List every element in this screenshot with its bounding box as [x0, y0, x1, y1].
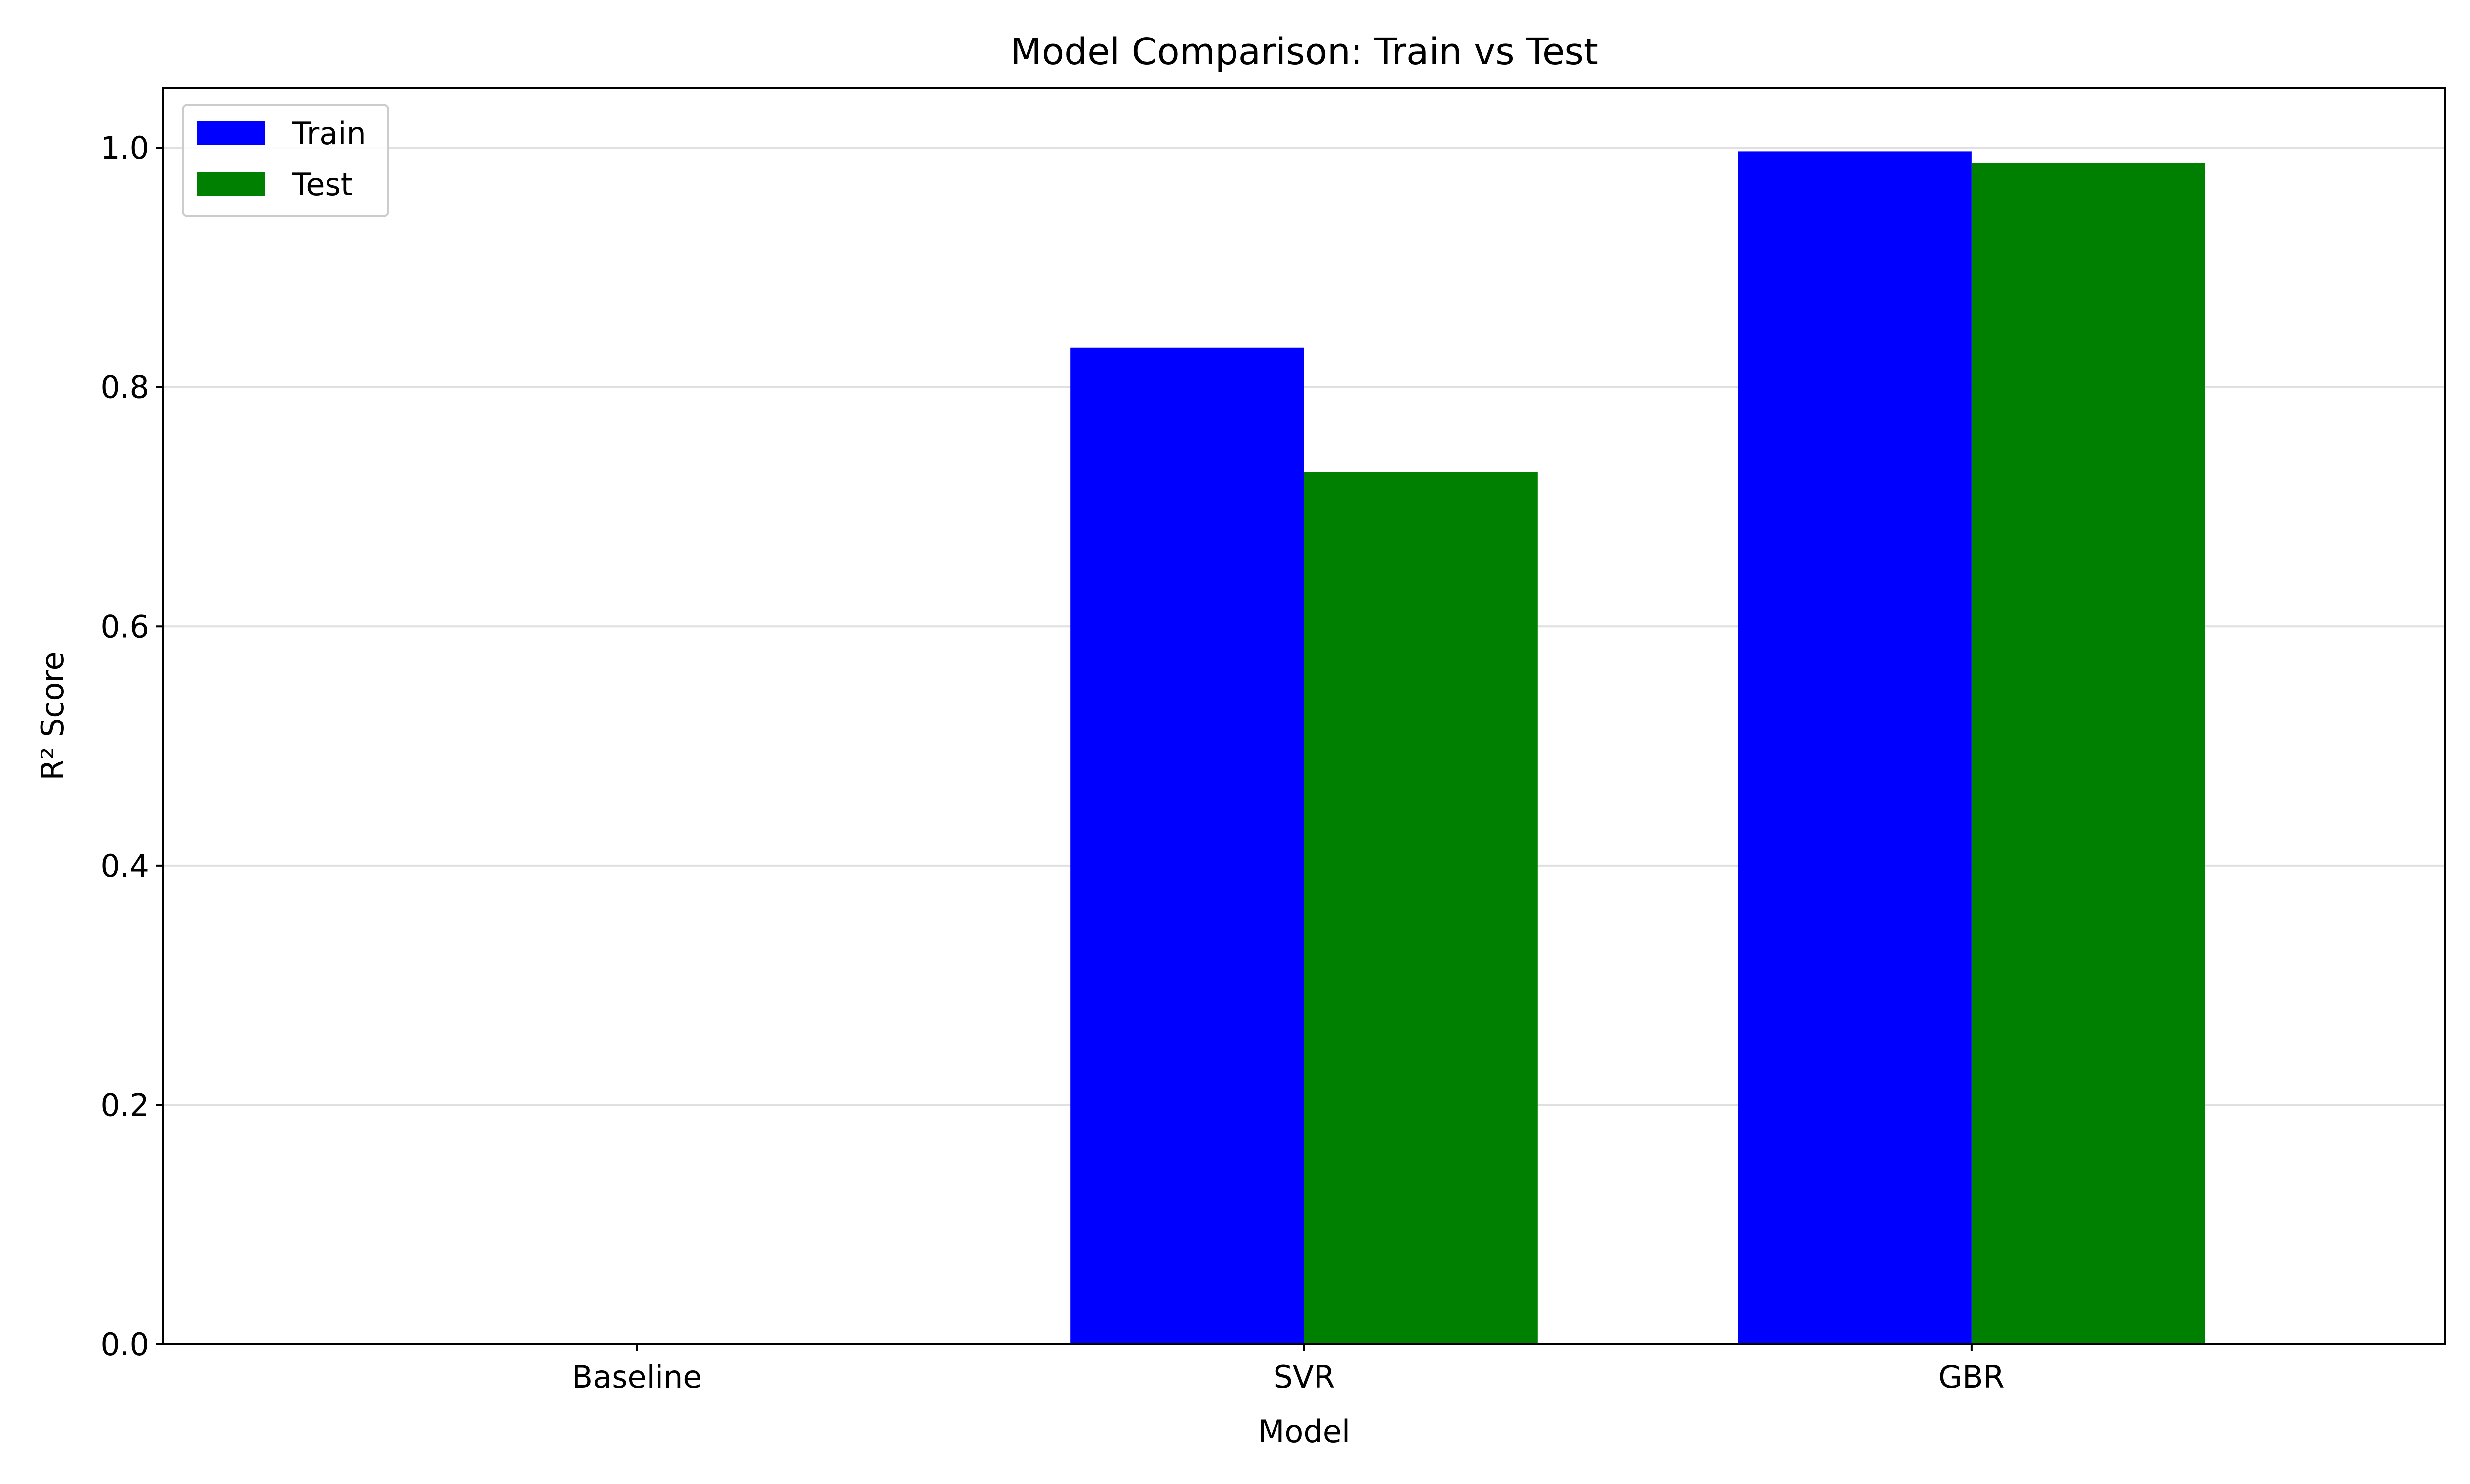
- x-tick-label: GBR: [1938, 1359, 2005, 1395]
- y-tick-label: 1.0: [100, 130, 149, 166]
- bar-test-svr: [1304, 472, 1538, 1345]
- bar-train-gbr: [1738, 151, 1972, 1345]
- y-tick-label: 0.0: [100, 1326, 149, 1363]
- bars: [1070, 151, 2205, 1345]
- legend: Train Test: [182, 104, 389, 217]
- bar-test-gbr: [1971, 163, 2205, 1344]
- legend-label-test: Test: [292, 166, 353, 202]
- y-tick-label: 0.2: [100, 1087, 149, 1123]
- chart-title: Model Comparison: Train vs Test: [1010, 31, 1598, 73]
- x-tick-label: SVR: [1274, 1359, 1335, 1395]
- legend-label-train: Train: [292, 116, 366, 152]
- axis-ticks: 0.0 0.2 0.4 0.6 0.8 1.0 Baseline SVR GBR: [100, 130, 2004, 1395]
- y-axis-title: R² Score: [35, 651, 71, 780]
- legend-swatch-train: [197, 121, 265, 145]
- bar-train-svr: [1070, 347, 1304, 1344]
- legend-swatch-test: [197, 172, 265, 196]
- y-tick-label: 0.8: [100, 369, 149, 405]
- x-axis-title: Model: [1258, 1413, 1350, 1449]
- y-tick-label: 0.6: [100, 608, 149, 644]
- y-tick-label: 0.4: [100, 848, 149, 884]
- x-tick-label: Baseline: [572, 1359, 702, 1395]
